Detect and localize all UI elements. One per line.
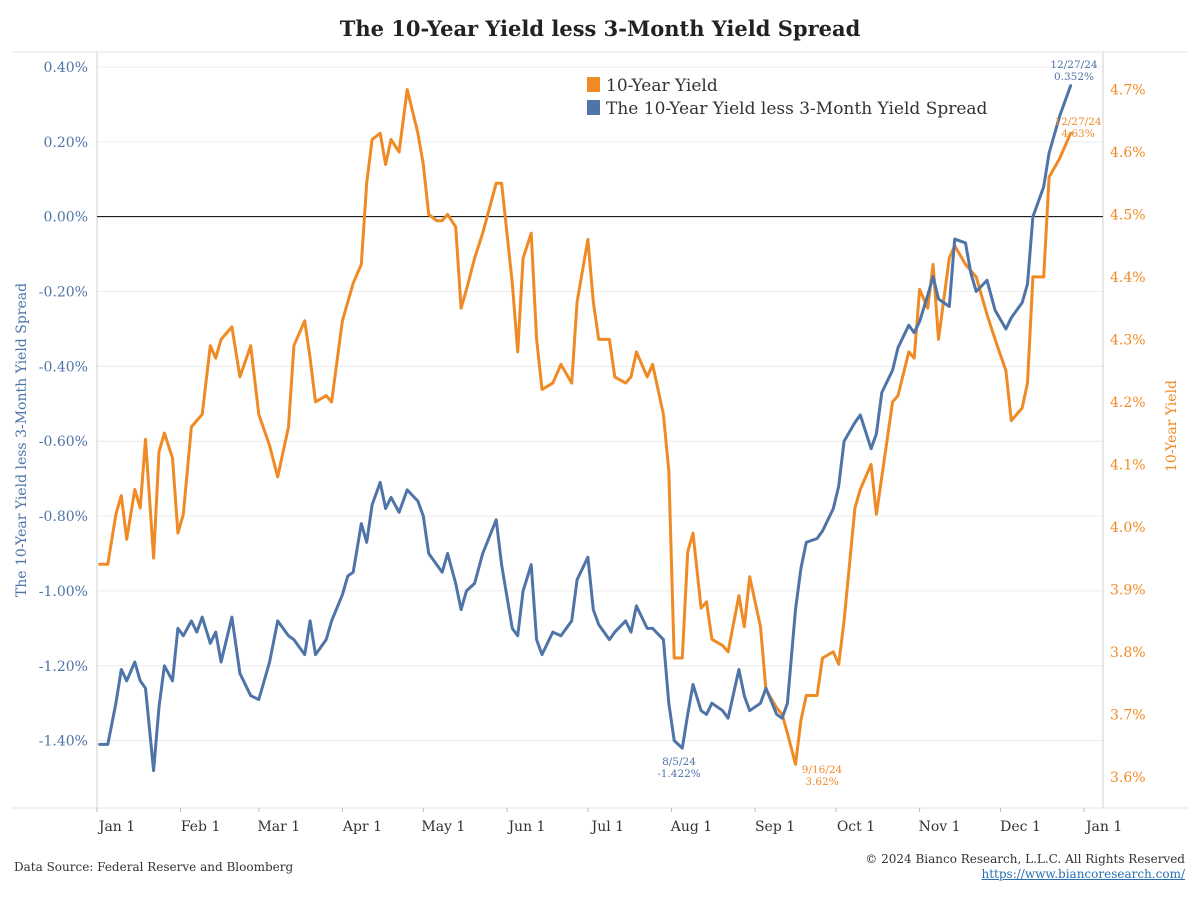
y-left-axis-title: The 10-Year Yield less 3-Month Yield Spr… bbox=[14, 283, 30, 597]
x-tick-label: Apr 1 bbox=[342, 819, 382, 835]
x-tick-label: Feb 1 bbox=[181, 819, 221, 835]
x-tick-label: Jul 1 bbox=[590, 819, 624, 835]
yield-line bbox=[98, 88, 1073, 766]
annotation-spread-end: 12/27/24 bbox=[1050, 59, 1097, 71]
annotation-spread-low: -1.422% bbox=[657, 768, 701, 780]
y-right-tick-label: 4.0% bbox=[1110, 520, 1146, 536]
legend: 10-Year Yield The 10-Year Yield less 3-Mo… bbox=[587, 76, 988, 119]
axes: 0.40% 0.20% 0.00% -0.20% -0.40% -0.60% -0.80% -… bbox=[12, 51, 1188, 835]
y-right-tick-label: 3.9% bbox=[1110, 582, 1146, 598]
y-left-tick-label: -0.20% bbox=[39, 285, 88, 301]
annotations: 12/27/240.352%12/27/244.63%8/5/24-1.422%… bbox=[657, 59, 1102, 788]
x-tick-label: Jan 1 bbox=[1084, 819, 1122, 835]
y-left-tick-label: -1.20% bbox=[39, 659, 88, 675]
copyright-block: © 2024 Bianco Research, L.L.C. All Right… bbox=[865, 852, 1185, 882]
x-tick-label: Mar 1 bbox=[257, 819, 300, 835]
x-tick-label: Oct 1 bbox=[837, 819, 875, 835]
annotation-yield-end: 4.63% bbox=[1061, 128, 1094, 140]
x-tick-label: Jan 1 bbox=[97, 819, 135, 835]
x-tick-label: Sep 1 bbox=[755, 819, 795, 835]
x-tick-label: May 1 bbox=[421, 819, 465, 835]
y-left-tick-label: -0.40% bbox=[39, 359, 88, 375]
spread-line bbox=[98, 84, 1073, 773]
legend-label: 10-Year Yield bbox=[606, 76, 718, 96]
y-left-tick-label: 0.40% bbox=[44, 60, 88, 76]
y-right-tick-label: 4.2% bbox=[1110, 395, 1146, 411]
annotation-yield-low: 9/16/24 bbox=[802, 764, 843, 776]
annotation-spread-end: 0.352% bbox=[1054, 71, 1094, 83]
y-right-tick-label: 4.7% bbox=[1110, 82, 1146, 98]
x-tick-label: Dec 1 bbox=[1000, 819, 1041, 835]
copyright-text: © 2024 Bianco Research, L.L.C. All Right… bbox=[865, 852, 1185, 866]
x-tick-label: Nov 1 bbox=[919, 819, 961, 835]
annotation-yield-low: 3.62% bbox=[805, 776, 838, 788]
annotation-yield-end: 12/27/24 bbox=[1054, 116, 1101, 128]
chart-title: The 10-Year Yield less 3-Month Yield Spr… bbox=[339, 16, 861, 41]
y-right-tick-label: 4.1% bbox=[1110, 457, 1146, 473]
y-left-tick-label: -0.60% bbox=[39, 434, 88, 450]
y-right-tick-label: 3.6% bbox=[1110, 770, 1146, 786]
data-source-note: Data Source: Federal Reserve and Bloombe… bbox=[14, 860, 294, 874]
gridlines bbox=[97, 66, 1103, 742]
website-link[interactable]: https://www.biancoresearch.com/ bbox=[981, 867, 1185, 881]
y-left-tick-label: 0.00% bbox=[44, 210, 88, 226]
y-left-tick-label: -1.40% bbox=[39, 734, 88, 750]
y-left-tick-label: 0.20% bbox=[44, 135, 88, 151]
y-right-tick-label: 4.3% bbox=[1110, 332, 1146, 348]
legend-label: The 10-Year Yield less 3-Month Yield Spr… bbox=[606, 99, 988, 119]
x-tick-label: Jun 1 bbox=[506, 819, 545, 835]
y-left-tick-label: -1.00% bbox=[39, 584, 88, 600]
y-right-tick-label: 3.7% bbox=[1110, 707, 1146, 723]
y-right-tick-label: 4.6% bbox=[1110, 145, 1146, 161]
y-right-tick-label: 4.5% bbox=[1110, 207, 1146, 223]
legend-swatch bbox=[587, 77, 600, 92]
y-left-tick-label: -0.80% bbox=[39, 509, 88, 525]
x-tick-label: Aug 1 bbox=[670, 819, 712, 835]
annotation-spread-low: 8/5/24 bbox=[662, 756, 696, 768]
y-right-tick-label: 3.8% bbox=[1110, 645, 1146, 661]
axis-titles: The 10-Year Yield less 3-Month Yield Spr… bbox=[14, 283, 1180, 597]
series-lines bbox=[98, 84, 1073, 773]
legend-swatch bbox=[587, 100, 600, 115]
y-right-axis-title: 10-Year Yield bbox=[1164, 380, 1180, 472]
y-right-tick-label: 4.4% bbox=[1110, 270, 1146, 286]
